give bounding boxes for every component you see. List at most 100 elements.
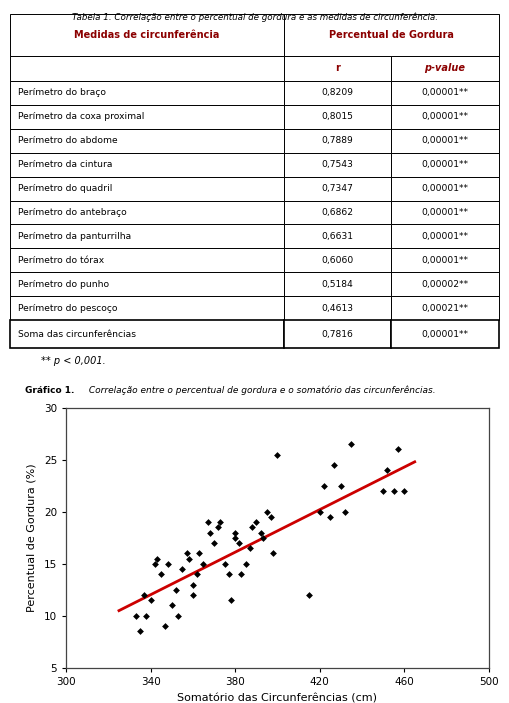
Point xyxy=(163,558,172,569)
Text: Tabela 1. Correlação entre o percentual de gordura e as medidas de circunferênci: Tabela 1. Correlação entre o percentual … xyxy=(71,13,438,22)
Point xyxy=(347,439,355,450)
Bar xyxy=(10,81,284,105)
Point xyxy=(153,553,161,565)
Text: 0,00001**: 0,00001** xyxy=(421,232,469,241)
Bar xyxy=(284,81,391,105)
Text: Medidas de circunferência: Medidas de circunferência xyxy=(74,30,220,40)
Text: Perímetro da coxa proximal: Perímetro da coxa proximal xyxy=(17,112,144,121)
Text: Perímetro do pescoço: Perímetro do pescoço xyxy=(17,304,117,313)
Text: Perímetro do quadril: Perímetro do quadril xyxy=(17,184,112,193)
Point xyxy=(259,532,267,543)
Point xyxy=(216,517,224,528)
Text: 0,00021**: 0,00021** xyxy=(421,304,469,313)
Bar xyxy=(391,81,499,105)
Text: 0,00001**: 0,00001** xyxy=(421,136,469,146)
Point xyxy=(200,558,208,569)
Text: 0,6631: 0,6631 xyxy=(322,232,354,241)
Bar xyxy=(284,153,391,176)
Bar xyxy=(10,200,284,224)
Bar xyxy=(10,56,284,81)
Text: 0,7543: 0,7543 xyxy=(322,160,354,169)
Bar xyxy=(284,297,391,321)
Bar xyxy=(284,105,391,129)
Point xyxy=(341,506,349,517)
Point xyxy=(336,480,345,491)
Bar xyxy=(10,272,284,297)
Text: 0,00002**: 0,00002** xyxy=(421,280,469,289)
Bar xyxy=(10,105,284,129)
Point xyxy=(157,569,165,580)
Point xyxy=(269,548,277,559)
Point xyxy=(237,569,245,580)
Bar xyxy=(284,272,391,297)
Bar xyxy=(10,321,284,348)
Bar xyxy=(284,200,391,224)
Bar xyxy=(391,248,499,272)
Point xyxy=(389,485,398,496)
Text: 0,6862: 0,6862 xyxy=(322,208,354,217)
Point xyxy=(330,459,338,470)
Point xyxy=(214,522,222,533)
Text: 0,4613: 0,4613 xyxy=(322,304,354,313)
Text: Correlação entre o percentual de gordura e o somatório das circunferências.: Correlação entre o percentual de gordura… xyxy=(86,385,435,395)
Bar xyxy=(10,297,284,321)
Text: Perímetro da cintura: Perímetro da cintura xyxy=(17,160,112,169)
Text: 0,7889: 0,7889 xyxy=(322,136,353,146)
Point xyxy=(257,527,265,538)
Point xyxy=(246,543,254,554)
Text: r: r xyxy=(335,63,340,73)
Text: 0,6060: 0,6060 xyxy=(322,256,354,265)
Text: 0,00001**: 0,00001** xyxy=(421,256,469,265)
Point xyxy=(206,527,214,538)
Bar xyxy=(284,56,391,81)
Point xyxy=(161,621,169,632)
Point xyxy=(143,610,151,621)
Y-axis label: Percentual de Gordura (%): Percentual de Gordura (%) xyxy=(27,463,37,612)
Text: Perímetro do abdome: Perímetro do abdome xyxy=(17,136,117,146)
Text: 0,5184: 0,5184 xyxy=(322,280,354,289)
Point xyxy=(326,511,334,522)
Point xyxy=(147,595,155,606)
Bar xyxy=(10,14,284,56)
Bar xyxy=(10,248,284,272)
Point xyxy=(231,527,239,538)
Text: 0,00001**: 0,00001** xyxy=(421,160,469,169)
Text: 0,00001**: 0,00001** xyxy=(421,330,469,339)
Text: Soma das circunferências: Soma das circunferências xyxy=(17,330,135,339)
Point xyxy=(174,610,182,621)
X-axis label: Somatório das Circunferências (cm): Somatório das Circunferências (cm) xyxy=(178,694,377,703)
Bar xyxy=(391,272,499,297)
Point xyxy=(183,548,191,559)
Point xyxy=(231,532,239,543)
Point xyxy=(394,444,402,455)
Point xyxy=(227,595,235,606)
Point xyxy=(225,569,233,580)
Bar xyxy=(391,105,499,129)
Point xyxy=(252,517,260,528)
Bar xyxy=(391,321,499,348)
Point xyxy=(383,465,391,476)
Text: Perímetro da panturrilha: Perímetro da panturrilha xyxy=(17,232,131,241)
Point xyxy=(204,517,212,528)
Text: ** p < 0,001.: ** p < 0,001. xyxy=(41,356,105,366)
Text: p-value: p-value xyxy=(425,63,466,73)
Text: Gráfico 1.: Gráfico 1. xyxy=(25,386,75,395)
Point xyxy=(267,511,275,522)
Point xyxy=(185,553,193,565)
Bar xyxy=(10,153,284,176)
Text: Perímetro do antebraço: Perímetro do antebraço xyxy=(17,208,126,217)
Bar xyxy=(391,176,499,200)
Bar xyxy=(391,129,499,153)
Bar xyxy=(391,297,499,321)
Point xyxy=(320,480,328,491)
Point xyxy=(167,600,176,611)
Point xyxy=(400,485,408,496)
Point xyxy=(195,548,203,559)
Point xyxy=(379,485,387,496)
Bar xyxy=(10,129,284,153)
Bar xyxy=(284,14,499,56)
Bar xyxy=(391,200,499,224)
Point xyxy=(273,449,281,460)
Bar xyxy=(284,176,391,200)
Text: Perímetro do tórax: Perímetro do tórax xyxy=(17,256,104,265)
